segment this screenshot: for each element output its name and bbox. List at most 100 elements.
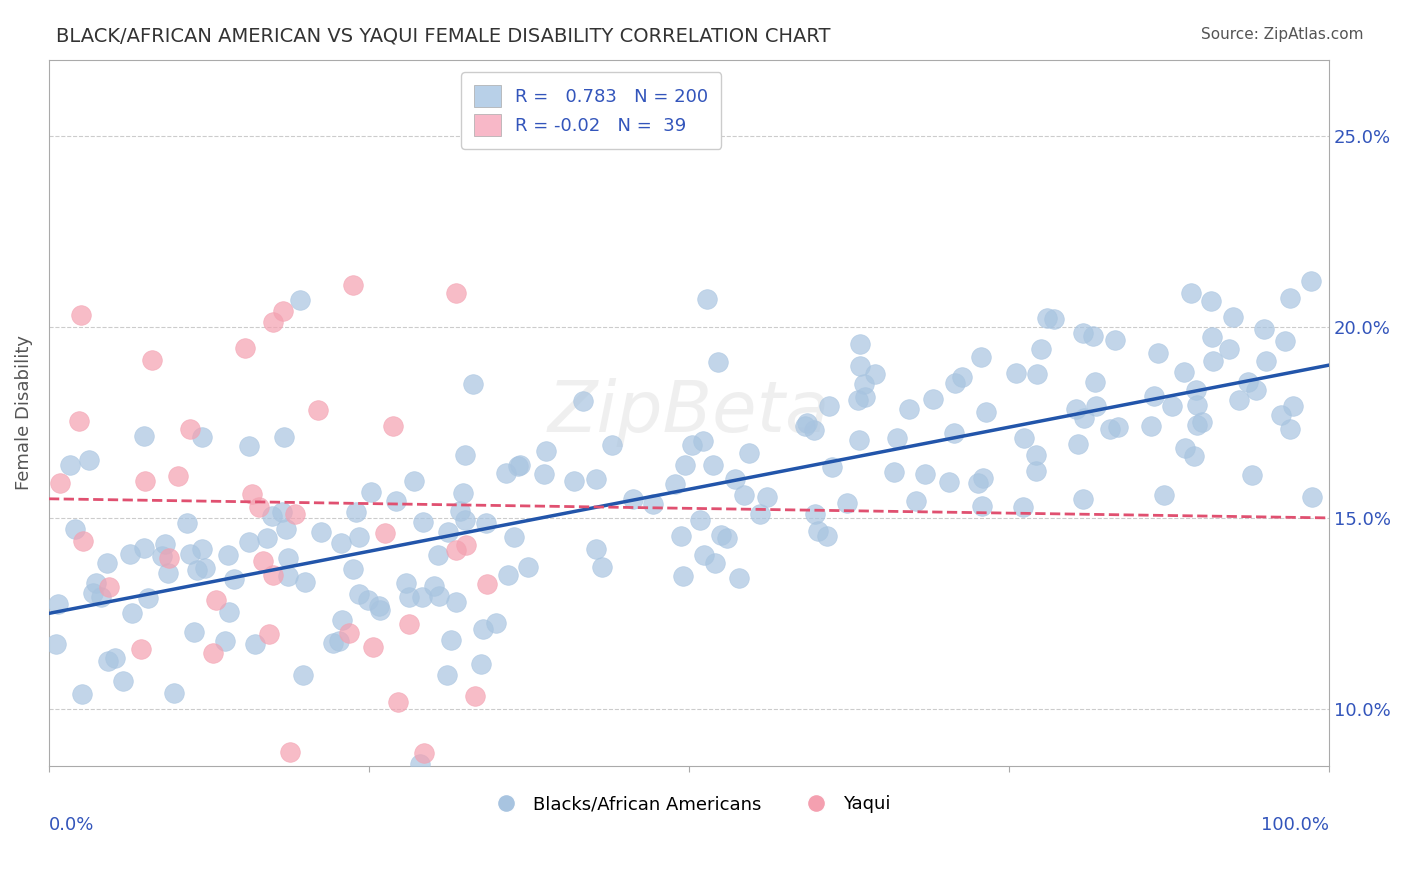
- Point: [204, 592, 226, 607]
- Point: [427, 548, 450, 562]
- Point: [672, 569, 695, 583]
- Point: [328, 633, 350, 648]
- Point: [1036, 311, 1059, 326]
- Point: [411, 590, 433, 604]
- Point: [1025, 448, 1047, 462]
- Point: [585, 472, 607, 486]
- Point: [1012, 431, 1035, 445]
- Point: [129, 641, 152, 656]
- Point: [485, 616, 508, 631]
- Point: [562, 474, 585, 488]
- Point: [398, 590, 420, 604]
- Point: [1031, 342, 1053, 356]
- Point: [436, 668, 458, 682]
- Point: [440, 632, 463, 647]
- Point: [1153, 488, 1175, 502]
- Point: [70, 308, 93, 322]
- Point: [970, 350, 993, 364]
- Point: [1191, 415, 1213, 429]
- Point: [848, 434, 870, 448]
- Point: [536, 444, 558, 458]
- Point: [238, 439, 260, 453]
- Text: ZipBeta: ZipBeta: [548, 378, 830, 448]
- Point: [329, 536, 352, 550]
- Point: [84, 576, 107, 591]
- Point: [1180, 285, 1202, 300]
- Point: [112, 673, 135, 688]
- Point: [361, 640, 384, 655]
- Point: [294, 574, 316, 589]
- Point: [974, 404, 997, 418]
- Point: [191, 430, 214, 444]
- Point: [748, 508, 770, 522]
- Text: BLACK/AFRICAN AMERICAN VS YAQUI FEMALE DISABILITY CORRELATION CHART: BLACK/AFRICAN AMERICAN VS YAQUI FEMALE D…: [56, 27, 831, 45]
- Point: [451, 485, 474, 500]
- Point: [368, 599, 391, 613]
- Point: [309, 525, 332, 540]
- Point: [591, 560, 613, 574]
- Point: [398, 616, 420, 631]
- Point: [693, 549, 716, 563]
- Point: [807, 524, 830, 538]
- Point: [1067, 437, 1090, 451]
- Point: [163, 686, 186, 700]
- Point: [412, 515, 434, 529]
- Point: [409, 757, 432, 772]
- Point: [238, 535, 260, 549]
- Point: [245, 637, 267, 651]
- Point: [347, 587, 370, 601]
- Point: [82, 586, 104, 600]
- Point: [186, 563, 208, 577]
- Point: [1270, 408, 1292, 422]
- Text: Source: ZipAtlas.com: Source: ZipAtlas.com: [1201, 27, 1364, 42]
- Point: [49, 475, 72, 490]
- Point: [218, 605, 240, 619]
- Point: [382, 419, 405, 434]
- Point: [277, 551, 299, 566]
- Point: [70, 687, 93, 701]
- Point: [176, 516, 198, 531]
- Point: [446, 286, 468, 301]
- Point: [464, 689, 486, 703]
- Point: [886, 431, 908, 445]
- Point: [815, 529, 838, 543]
- Point: [572, 393, 595, 408]
- Point: [1005, 366, 1028, 380]
- Point: [1139, 419, 1161, 434]
- Legend: R =   0.783   N = 200, R = -0.02   N =  39: R = 0.783 N = 200, R = -0.02 N = 39: [461, 72, 721, 149]
- Point: [1201, 329, 1223, 343]
- Point: [1254, 354, 1277, 368]
- Point: [344, 505, 367, 519]
- Point: [794, 418, 817, 433]
- Point: [360, 485, 382, 500]
- Point: [307, 403, 329, 417]
- Point: [413, 746, 436, 760]
- Point: [1085, 399, 1108, 413]
- Point: [1011, 500, 1033, 514]
- Point: [1104, 334, 1126, 348]
- Point: [252, 554, 274, 568]
- Point: [1227, 392, 1250, 407]
- Point: [96, 556, 118, 570]
- Point: [179, 547, 201, 561]
- Point: [224, 572, 246, 586]
- Point: [235, 341, 257, 355]
- Point: [967, 475, 990, 490]
- Point: [1282, 399, 1305, 413]
- Point: [1146, 346, 1168, 360]
- Point: [496, 567, 519, 582]
- Point: [738, 446, 761, 460]
- Point: [368, 603, 391, 617]
- Point: [1064, 401, 1087, 416]
- Point: [72, 534, 94, 549]
- Point: [120, 547, 142, 561]
- Point: [294, 805, 316, 819]
- Point: [943, 376, 966, 391]
- Point: [756, 490, 779, 504]
- Point: [387, 695, 409, 709]
- Point: [1274, 334, 1296, 348]
- Point: [277, 569, 299, 583]
- Point: [852, 377, 875, 392]
- Point: [446, 543, 468, 558]
- Point: [1279, 291, 1302, 305]
